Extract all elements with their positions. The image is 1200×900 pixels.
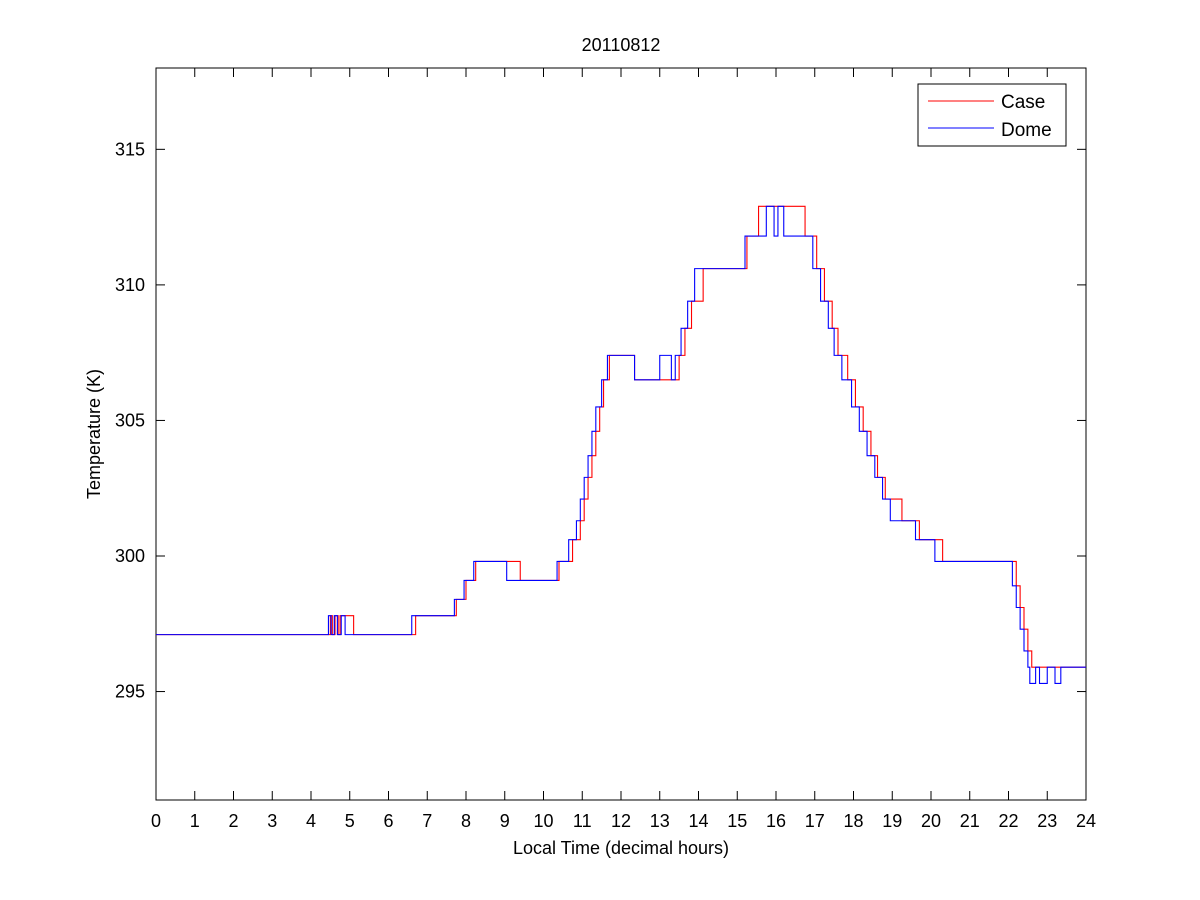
x-tick-label: 7 bbox=[422, 811, 432, 831]
y-axis-title: Temperature (K) bbox=[84, 369, 104, 499]
x-tick-label: 22 bbox=[998, 811, 1018, 831]
x-tick-label: 16 bbox=[766, 811, 786, 831]
plot-area bbox=[155, 67, 1087, 801]
x-tick-label: 11 bbox=[573, 811, 592, 831]
x-tick-label: 14 bbox=[688, 811, 708, 831]
y-tick-label: 295 bbox=[115, 682, 145, 702]
axis-ticks: 0 1 2 3 4 5 6 7 8 9 10 11 12 13 14 15 16 17 18 19 20 21 22 23 24… bbox=[115, 68, 1096, 831]
x-tick-label: 20 bbox=[921, 811, 941, 831]
x-tick-label: 23 bbox=[1037, 811, 1057, 831]
x-tick-label: 15 bbox=[727, 811, 747, 831]
x-axis-title: Local Time (decimal hours) bbox=[513, 838, 729, 858]
x-tick-label: 24 bbox=[1076, 811, 1096, 831]
x-tick-label: 12 bbox=[611, 811, 631, 831]
x-tick-label: 5 bbox=[345, 811, 355, 831]
x-tick-label: 1 bbox=[190, 811, 200, 831]
x-tick-label: 3 bbox=[267, 811, 277, 831]
x-tick-label: 9 bbox=[500, 811, 510, 831]
x-tick-label: 17 bbox=[805, 811, 825, 831]
series-line-dome bbox=[156, 205, 1086, 684]
y-tick-label: 310 bbox=[115, 275, 145, 295]
legend-label-dome: Dome bbox=[1001, 120, 1052, 141]
x-tick-label: 13 bbox=[650, 811, 670, 831]
x-tick-label: 6 bbox=[383, 811, 393, 831]
x-tick-label: 18 bbox=[843, 811, 863, 831]
y-tick-label: 315 bbox=[115, 139, 145, 159]
legend-label-case: Case bbox=[1001, 92, 1045, 113]
y-tick-label: 305 bbox=[115, 410, 145, 430]
data-series bbox=[156, 205, 1086, 684]
x-tick-label: 4 bbox=[306, 811, 316, 831]
y-tick-label: 300 bbox=[115, 546, 145, 566]
x-tick-label: 0 bbox=[151, 811, 161, 831]
x-tick-label: 19 bbox=[882, 811, 902, 831]
x-tick-label: 8 bbox=[461, 811, 471, 831]
x-tick-label: 21 bbox=[960, 811, 980, 831]
x-tick-label: 2 bbox=[228, 811, 238, 831]
legend-box bbox=[917, 83, 1067, 147]
chart-title: 20110812 bbox=[582, 35, 661, 55]
x-tick-label: 10 bbox=[533, 811, 553, 831]
legend: Case Dome bbox=[917, 83, 1067, 147]
